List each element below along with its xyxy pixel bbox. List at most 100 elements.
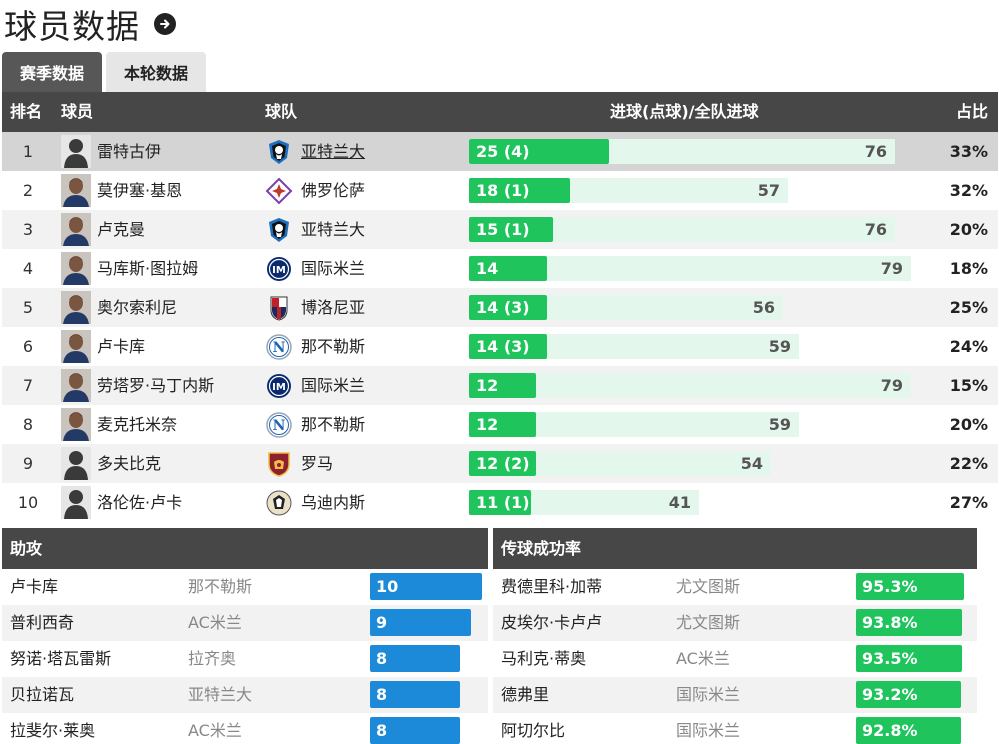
player-goals-bar — [469, 451, 536, 476]
goals-value: 15 (1) — [476, 220, 530, 239]
value-text: 8 — [376, 649, 388, 668]
table-row[interactable]: 6 卢卡库 N 那不勒斯 14 (3) 59 24% — [2, 327, 998, 366]
player-avatar — [61, 213, 91, 246]
value-bar — [856, 609, 962, 636]
team-name[interactable]: 那不勒斯 — [188, 577, 253, 596]
team-name[interactable]: AC米兰 — [188, 721, 242, 740]
list-item[interactable]: 费德里科·加蒂 尤文图斯 95.3% — [493, 569, 977, 605]
player-avatar — [61, 174, 91, 207]
player-name[interactable]: 卢卡库 — [97, 337, 146, 356]
team-name[interactable]: 国际米兰 — [676, 685, 741, 704]
team-name[interactable]: 罗马 — [301, 454, 334, 473]
team-name[interactable]: 那不勒斯 — [301, 337, 366, 356]
player-name[interactable]: 阿切尔比 — [501, 721, 566, 740]
value-bar — [370, 573, 482, 600]
table-row[interactable]: 5 奥尔索利尼 博洛尼亚 14 (3) 56 25% — [2, 288, 998, 327]
player-name[interactable]: 费德里科·加蒂 — [501, 577, 603, 596]
goals-value: 25 (4) — [476, 142, 530, 161]
table-row[interactable]: 10 洛伦佐·卢卡 乌迪内斯 11 (1) 41 27% — [2, 483, 998, 522]
team-goals-value: 59 — [768, 415, 791, 434]
player-name[interactable]: 奥尔索利尼 — [97, 298, 178, 317]
team-name[interactable]: AC米兰 — [188, 613, 242, 632]
table-header: 排名 球员 球队 进球(点球)/全队进球 占比 — [2, 92, 998, 132]
value-text: 92.8% — [862, 721, 918, 740]
list-item[interactable]: 努诺·塔瓦雷斯 拉齐奥 8 — [2, 641, 488, 677]
list-item[interactable]: 德弗里 国际米兰 93.2% — [493, 677, 977, 713]
list-item[interactable]: 皮埃尔·卡卢卢 尤文图斯 93.8% — [493, 605, 977, 641]
player-name[interactable]: 皮埃尔·卡卢卢 — [501, 613, 603, 632]
player-goals-bar — [469, 490, 531, 515]
table-row[interactable]: 2 莫伊塞·基恩 佛罗伦萨 18 (1) 57 32% — [2, 171, 998, 210]
tab-round-stats[interactable]: 本轮数据 — [106, 52, 207, 92]
player-name[interactable]: 马库斯·图拉姆 — [97, 259, 199, 278]
table-row[interactable]: 8 麦克托米奈 N 那不勒斯 12 59 20% — [2, 405, 998, 444]
player-name[interactable]: 普利西奇 — [10, 613, 75, 632]
team-name[interactable]: 佛罗伦萨 — [301, 181, 366, 200]
team-name[interactable]: 亚特兰大 — [301, 220, 366, 239]
team-name[interactable]: AC米兰 — [676, 649, 730, 668]
team-name[interactable]: 乌迪内斯 — [301, 493, 366, 512]
player-name[interactable]: 多夫比克 — [97, 454, 162, 473]
player-goals-bar — [469, 256, 547, 281]
column-team: 球队 — [265, 102, 298, 121]
player-name[interactable]: 拉斐尔·莱奥 — [10, 721, 96, 740]
rank: 1 — [22, 142, 34, 161]
player-name[interactable]: 德弗里 — [501, 685, 550, 704]
player-name[interactable]: 卢克曼 — [97, 220, 146, 239]
list-item[interactable]: 普利西奇 AC米兰 9 — [2, 605, 488, 641]
team-goals-value: 76 — [864, 142, 887, 161]
team-name[interactable]: 那不勒斯 — [301, 415, 366, 434]
list-item[interactable]: 阿切尔比 国际米兰 92.8% — [493, 713, 977, 744]
player-name[interactable]: 马利克·蒂奥 — [501, 649, 587, 668]
atalanta-badge-icon — [265, 216, 293, 244]
player-name[interactable]: 卢卡库 — [10, 577, 59, 596]
player-name[interactable]: 贝拉诺瓦 — [10, 685, 75, 704]
team-name[interactable]: 国际米兰 — [301, 259, 366, 278]
tab-season-stats[interactable]: 赛季数据 — [2, 52, 103, 92]
table-row[interactable]: 4 马库斯·图拉姆 IM 国际米兰 14 79 18% — [2, 249, 998, 288]
goals-value: 11 (1) — [476, 493, 530, 512]
table-row[interactable]: 3 卢克曼 亚特兰大 15 (1) 76 20% — [2, 210, 998, 249]
player-avatar — [61, 486, 91, 519]
player-avatar — [61, 447, 91, 480]
value-bar — [856, 573, 964, 600]
table-row[interactable]: 7 劳塔罗·马丁内斯 IM 国际米兰 12 79 15% — [2, 366, 998, 405]
team-name[interactable]: 尤文图斯 — [676, 613, 741, 632]
value-text: 95.3% — [862, 577, 918, 596]
arrow-right-icon[interactable] — [154, 13, 176, 35]
player-goals-bar — [469, 178, 570, 203]
rank: 9 — [22, 454, 34, 473]
list-item[interactable]: 拉斐尔·莱奥 AC米兰 8 — [2, 713, 488, 744]
svg-text:N: N — [273, 340, 286, 356]
team-name[interactable]: 亚特兰大 — [188, 685, 253, 704]
team-name[interactable]: 亚特兰大 — [301, 142, 366, 161]
table-row[interactable]: 9 多夫比克 罗马 12 (2) 54 22% — [2, 444, 998, 483]
value-text: 8 — [376, 685, 388, 704]
player-avatar — [61, 330, 91, 363]
team-name[interactable]: 国际米兰 — [301, 376, 366, 395]
rank: 3 — [22, 220, 34, 239]
player-name[interactable]: 努诺·塔瓦雷斯 — [10, 649, 112, 668]
table-row[interactable]: 1 雷特古伊 亚特兰大 25 (4) 76 33% — [2, 132, 998, 171]
team-name[interactable]: 拉齐奥 — [188, 649, 237, 668]
list-item[interactable]: 马利克·蒂奥 AC米兰 93.5% — [493, 641, 977, 677]
value-text: 93.5% — [862, 649, 918, 668]
team-name[interactable]: 博洛尼亚 — [301, 298, 366, 317]
player-name[interactable]: 洛伦佐·卢卡 — [97, 493, 183, 512]
player-name[interactable]: 雷特古伊 — [97, 142, 162, 161]
player-name[interactable]: 莫伊塞·基恩 — [97, 181, 183, 200]
team-goals-value: 76 — [864, 220, 887, 239]
team-name[interactable]: 尤文图斯 — [676, 577, 741, 596]
list-item[interactable]: 卢卡库 那不勒斯 10 — [2, 569, 488, 605]
rank: 6 — [22, 337, 34, 356]
svg-text:IM: IM — [272, 265, 286, 276]
player-avatar — [61, 408, 91, 441]
player-name[interactable]: 麦克托米奈 — [97, 415, 178, 434]
team-goals-value: 54 — [740, 454, 763, 473]
team-name[interactable]: 国际米兰 — [676, 721, 741, 740]
column-player: 球员 — [61, 102, 94, 121]
player-name[interactable]: 劳塔罗·马丁内斯 — [97, 376, 215, 395]
column-rank: 排名 — [10, 102, 43, 121]
list-item[interactable]: 贝拉诺瓦 亚特兰大 8 — [2, 677, 488, 713]
share-value: 20% — [949, 415, 988, 434]
